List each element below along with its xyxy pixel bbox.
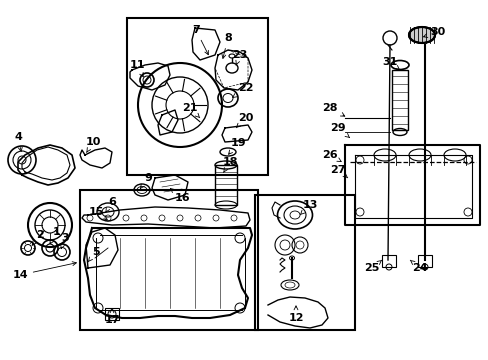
Text: 19: 19 [228, 138, 245, 154]
Text: 28: 28 [322, 103, 344, 116]
Text: 10: 10 [85, 137, 101, 152]
Bar [381, 255, 395, 267]
Bar [127, 18, 267, 175]
Text: 17: 17 [104, 309, 120, 325]
Text: 22: 22 [232, 83, 253, 98]
Text: 27: 27 [329, 165, 347, 178]
Text: 11: 11 [129, 60, 144, 77]
Text: 20: 20 [236, 113, 253, 128]
Text: 7: 7 [192, 25, 208, 55]
Text: 12: 12 [287, 306, 303, 323]
Text: 24: 24 [409, 260, 427, 273]
Text: 2: 2 [32, 230, 44, 245]
Bar [105, 308, 119, 320]
Bar [254, 195, 354, 330]
Text: 8: 8 [222, 33, 231, 58]
Text: 30: 30 [423, 27, 445, 37]
Text: 4: 4 [14, 132, 22, 151]
Text: 26: 26 [322, 150, 341, 162]
Text: 18: 18 [222, 157, 237, 172]
Ellipse shape [408, 27, 434, 43]
Text: 13: 13 [300, 200, 317, 215]
Bar [215, 165, 237, 205]
Text: 23: 23 [232, 50, 247, 66]
Text: 9: 9 [140, 173, 152, 188]
Text: 29: 29 [329, 123, 349, 138]
Text: 5: 5 [88, 247, 100, 262]
Text: 16: 16 [170, 188, 189, 203]
Text: 1: 1 [50, 227, 61, 244]
Bar [417, 255, 431, 267]
Text: 3: 3 [61, 233, 69, 249]
Text: 31: 31 [382, 57, 399, 70]
Text: 21: 21 [182, 103, 200, 118]
Text: 15: 15 [88, 207, 107, 220]
Text: 25: 25 [364, 260, 381, 273]
Text: 14: 14 [12, 262, 76, 280]
Bar [391, 70, 407, 130]
Text: 6: 6 [105, 197, 116, 212]
Bar [80, 190, 258, 330]
